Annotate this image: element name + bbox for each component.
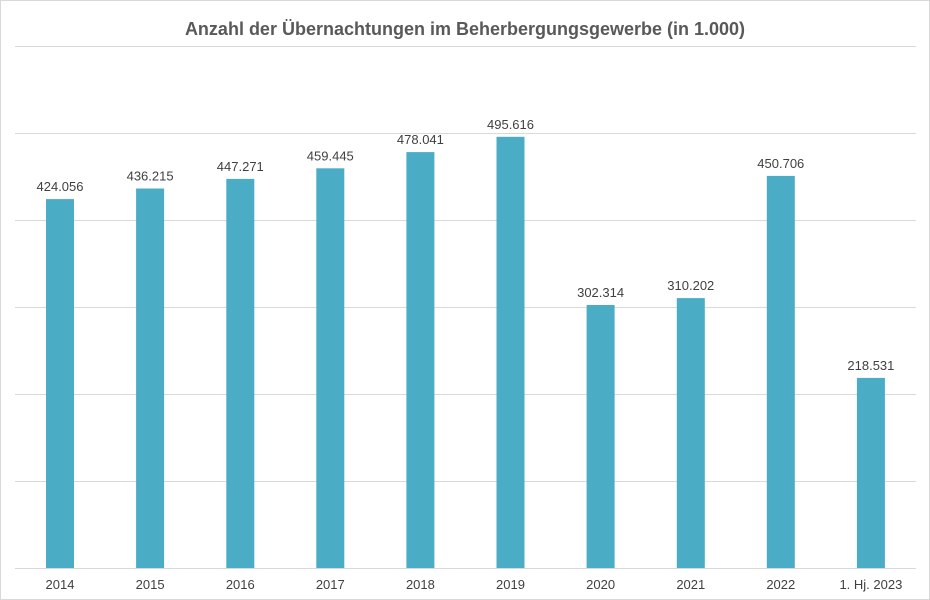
bar-2018 [406, 152, 435, 568]
gridlines [15, 46, 916, 569]
data-label: 302.314 [577, 285, 624, 300]
data-label: 495.616 [487, 117, 534, 132]
x-tick-label: 2016 [226, 577, 255, 592]
data-labels: 424.056 436.215 447.271 459.445 478.041 495.6… [37, 117, 895, 373]
data-label: 424.056 [37, 179, 84, 194]
x-tick-label: 2018 [406, 577, 435, 592]
x-tick-label: 2019 [496, 577, 525, 592]
bar-2019 [496, 136, 525, 569]
data-label: 310.202 [667, 278, 714, 293]
x-tick-label: 2022 [766, 577, 795, 592]
bars [46, 136, 885, 569]
bar-2020 [586, 305, 615, 568]
bar-2015 [136, 188, 165, 568]
x-tick-label: 2015 [136, 577, 165, 592]
x-tick-label: 1. Hj. 2023 [839, 577, 902, 592]
data-label: 218.531 [847, 358, 894, 373]
bar-2021 [676, 298, 705, 568]
x-tick-label: 2017 [316, 577, 345, 592]
bar-2014 [46, 199, 74, 568]
data-label: 459.445 [307, 148, 354, 163]
bar-2017 [316, 168, 345, 569]
bar-1-hj-2023 [856, 377, 885, 568]
data-label: 447.271 [217, 159, 264, 174]
x-tick-label: 2020 [586, 577, 615, 592]
data-label: 436.215 [127, 169, 174, 184]
x-tick-label: 2014 [46, 577, 75, 592]
bar-2016 [226, 178, 255, 568]
data-label: 450.706 [757, 156, 804, 171]
chart-title: Anzahl der Übernachtungen im Beherbergun… [184, 19, 746, 39]
bar-2022 [766, 175, 795, 568]
data-label: 478.041 [397, 132, 444, 147]
x-axis-ticks: 2014 2015 2016 2017 2018 2019 2020 2021 2022 1. H… [46, 577, 903, 592]
x-tick-label: 2021 [676, 577, 705, 592]
